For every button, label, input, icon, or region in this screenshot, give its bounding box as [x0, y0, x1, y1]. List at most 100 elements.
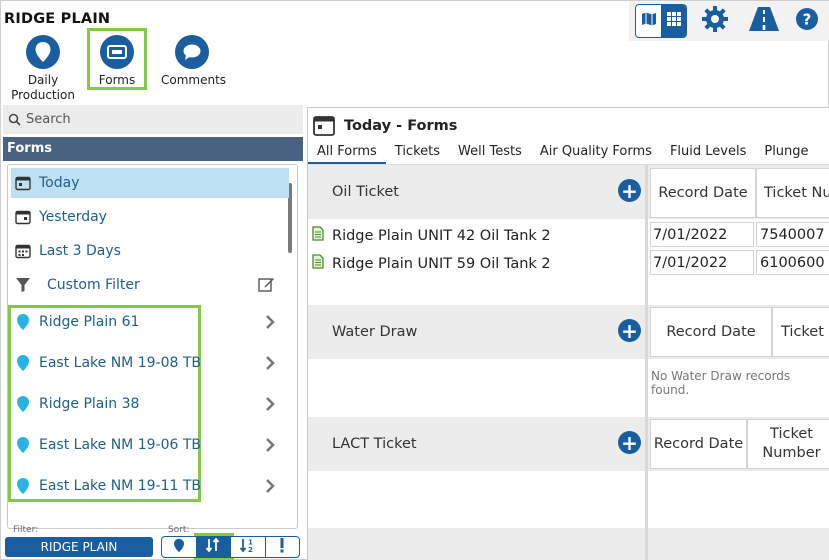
row-name-label: Ridge Plain UNIT 42 Oil Tank 2 — [332, 227, 551, 244]
ticket-number-cell: 7540007 — [756, 222, 829, 247]
form-tabs: All Forms Tickets Well Tests Air Quality… — [308, 142, 829, 164]
column-header[interactable]: Record Date — [650, 419, 747, 469]
column-header[interactable]: Record Date — [650, 307, 772, 357]
calendar-today-icon — [11, 175, 35, 191]
edit-icon[interactable] — [258, 276, 275, 297]
section-title: Oil Ticket — [332, 184, 399, 200]
locations-highlight — [8, 305, 201, 502]
ticket-number-cell: 6100600 — [756, 250, 829, 275]
add-lact-ticket-button[interactable]: + — [618, 431, 641, 454]
search-icon — [8, 113, 21, 126]
sort-by-location-button[interactable] — [162, 537, 197, 557]
location-pin-icon — [11, 354, 35, 372]
page-title: Today - Forms — [344, 118, 458, 134]
chevron-right-icon — [265, 396, 275, 416]
location-pin-icon — [11, 436, 35, 454]
nav-comments[interactable]: Comments — [161, 35, 227, 88]
filter-item-label: Custom Filter — [47, 277, 140, 293]
filter-item-custom-filter[interactable]: Custom Filter — [11, 270, 289, 300]
filter-item-yesterday[interactable]: Yesterday — [11, 202, 289, 232]
svg-text:?: ? — [803, 11, 812, 29]
left-panel-header: Forms — [3, 137, 303, 161]
filter-item-today[interactable]: Today — [11, 168, 289, 198]
tab-air-quality-forms[interactable]: Air Quality Forms — [539, 144, 652, 159]
search-field[interactable]: Search — [3, 105, 303, 134]
app-title: RIDGE PLAIN — [4, 11, 111, 27]
search-placeholder: Search — [26, 112, 71, 127]
road-icon — [748, 6, 780, 36]
forms-filter-list — [7, 164, 298, 529]
document-icon — [312, 254, 324, 273]
location-item[interactable]: Ridge Plain 38 — [11, 389, 289, 419]
filter-button[interactable]: RIDGE PLAIN — [5, 537, 153, 557]
location-pin-icon — [173, 538, 185, 557]
section-title: LACT Ticket — [332, 436, 417, 452]
plus-icon: + — [621, 178, 638, 203]
tab-tickets[interactable]: Tickets — [394, 144, 441, 159]
filter-label: Filter: — [13, 525, 39, 535]
plus-icon: + — [621, 318, 638, 343]
map-view-button[interactable] — [636, 5, 661, 37]
tab-well-tests[interactable]: Well Tests — [458, 144, 522, 159]
column-header[interactable]: Ticket Nu — [756, 168, 829, 218]
table-row[interactable]: Ridge Plain UNIT 59 Oil Tank 2 — [312, 254, 551, 273]
help-button[interactable]: ? — [794, 7, 820, 35]
add-water-draw-button[interactable]: + — [618, 319, 641, 342]
location-label: Ridge Plain 38 — [39, 396, 140, 412]
record-date-cell: 7/01/2022 — [650, 250, 754, 275]
column-divider — [645, 165, 648, 560]
next-section-header — [308, 528, 829, 560]
column-header[interactable]: Ticket Number — [747, 419, 829, 469]
table-row[interactable]: Ridge Plain UNIT 42 Oil Tank 2 — [312, 226, 551, 245]
chevron-right-icon — [265, 355, 275, 375]
chevron-right-icon — [265, 478, 275, 498]
location-item[interactable]: East Lake NM 19-06 TB — [11, 430, 289, 460]
filter-icon — [11, 277, 35, 293]
filter-item-last-3-days[interactable]: Last 3 Days — [11, 236, 289, 266]
gear-icon — [701, 5, 729, 37]
section-title: Water Draw — [332, 324, 418, 340]
nav-forms[interactable]: Forms — [89, 35, 145, 88]
column-header[interactable]: Ticket N — [772, 307, 829, 357]
svg-text:1: 1 — [248, 539, 253, 547]
nav-forms-label: Forms — [98, 73, 136, 87]
calendar-icon — [11, 209, 35, 225]
empty-message: No Water Draw records found. — [651, 369, 791, 397]
forms-highlight — [87, 28, 147, 90]
sort-order-button[interactable] — [196, 537, 231, 557]
column-header[interactable]: Record Date — [650, 168, 756, 218]
svg-text:2: 2 — [248, 546, 253, 553]
chevron-right-icon — [265, 314, 275, 334]
sort-priority-button[interactable] — [266, 537, 300, 557]
map-icon — [641, 11, 657, 31]
nav-daily-production[interactable]: Daily Production — [11, 35, 75, 103]
tab-plunger[interactable]: Plunge — [764, 144, 809, 159]
add-oil-ticket-button[interactable]: + — [618, 179, 641, 202]
location-label: Ridge Plain 61 — [39, 314, 140, 330]
tab-fluid-levels[interactable]: Fluid Levels — [669, 144, 747, 159]
exclamation-icon — [279, 537, 285, 557]
location-pin-icon — [11, 477, 35, 495]
road-button[interactable] — [746, 6, 782, 36]
list-scrollbar[interactable] — [288, 183, 292, 253]
chevron-right-icon — [265, 437, 275, 457]
view-toggle[interactable] — [635, 4, 687, 38]
location-item[interactable]: East Lake NM 19-11 TB — [11, 471, 289, 501]
tab-all-forms[interactable]: All Forms — [308, 142, 386, 164]
forms-panel: Today - Forms All Forms Tickets Well Tes… — [307, 107, 829, 560]
filter-item-label: Yesterday — [39, 209, 107, 225]
nav-comments-label: Comments — [161, 73, 227, 87]
calendar-range-icon — [11, 243, 35, 259]
location-label: East Lake NM 19-06 TB — [39, 437, 201, 453]
comment-icon — [175, 35, 209, 69]
settings-button[interactable] — [699, 6, 731, 36]
grid-view-button[interactable] — [661, 5, 686, 37]
location-item[interactable]: Ridge Plain 61 — [11, 307, 289, 337]
grid-icon — [666, 11, 682, 31]
location-item[interactable]: East Lake NM 19-08 TB — [11, 348, 289, 378]
tab-divider — [308, 164, 829, 165]
document-icon — [312, 226, 324, 245]
